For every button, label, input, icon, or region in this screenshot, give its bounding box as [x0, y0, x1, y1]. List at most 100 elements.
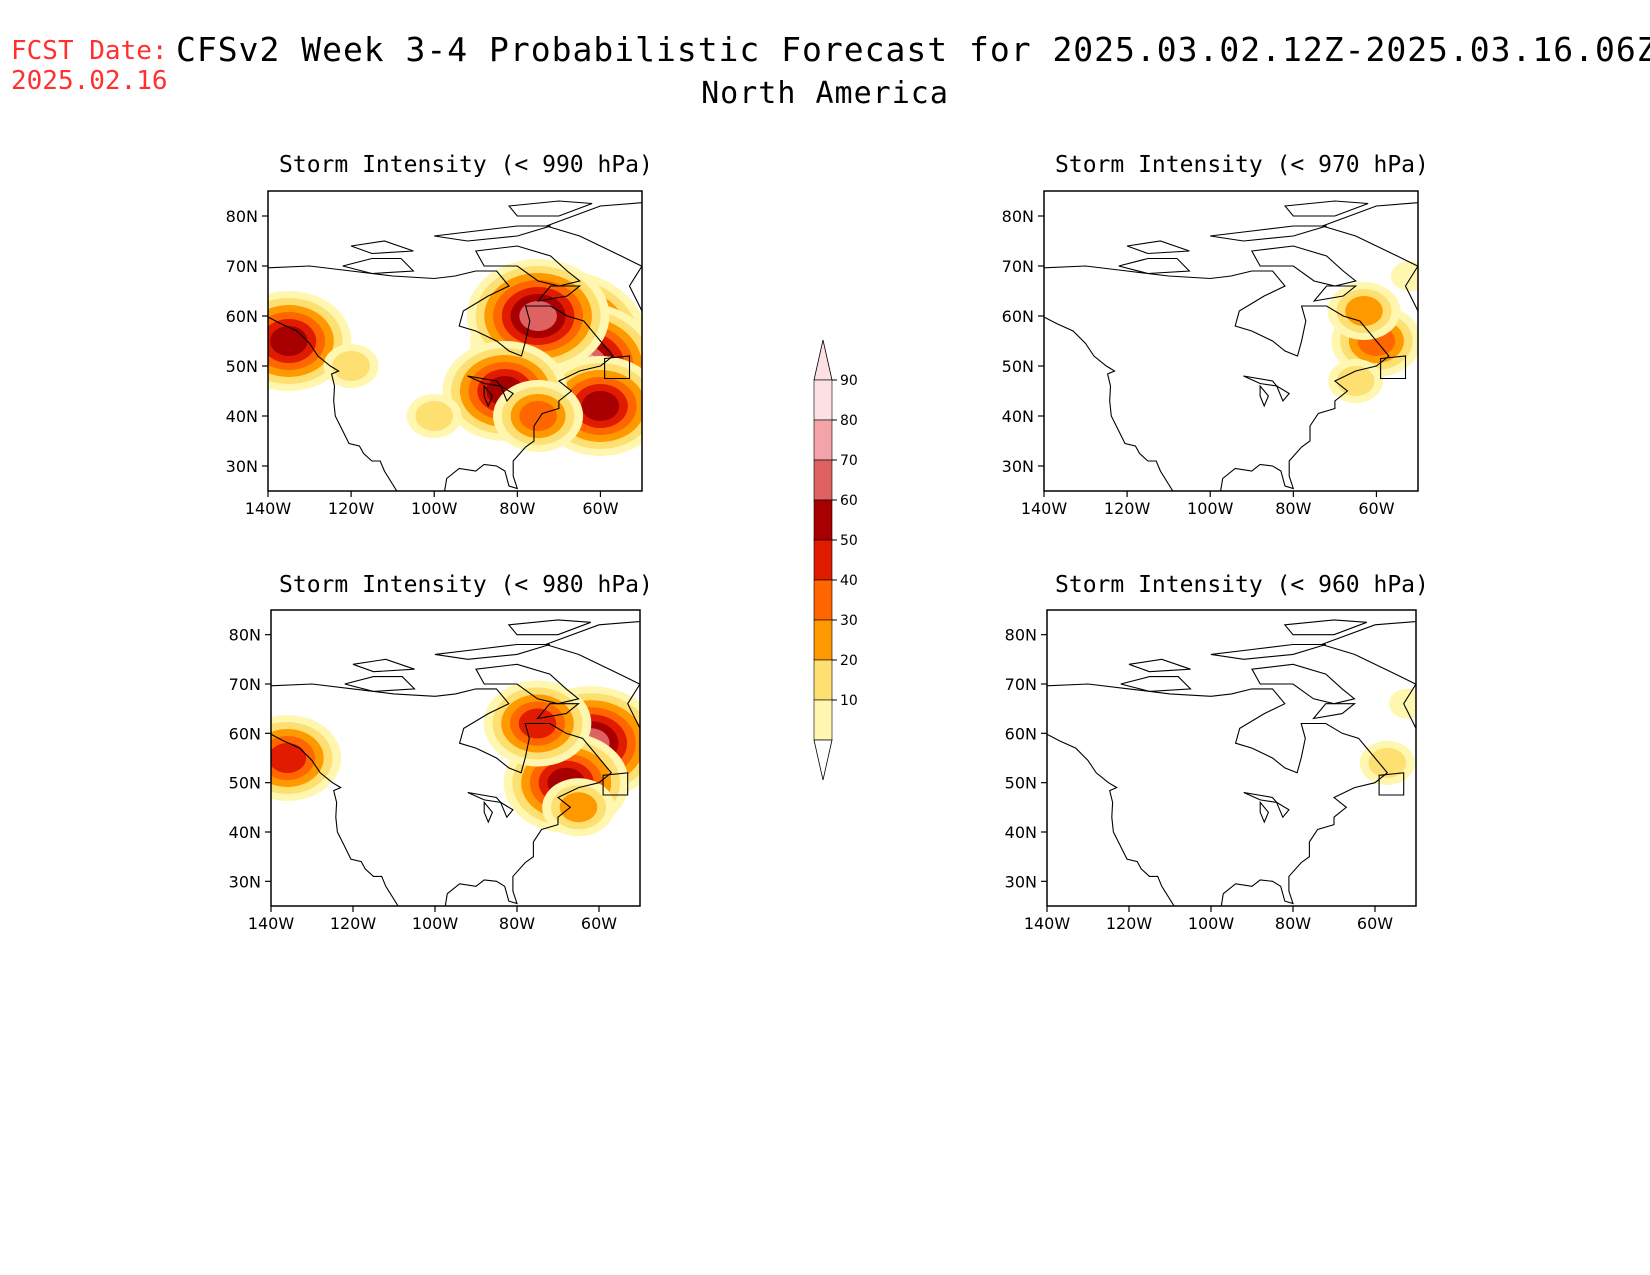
- map-frame-960: [1046, 609, 1417, 907]
- coastline-island-960-2: [1210, 643, 1326, 660]
- coastline-island-960-1: [1128, 658, 1191, 673]
- lon-label-990-0: 140W: [245, 499, 292, 518]
- lat-label-990-0: 80N: [226, 207, 258, 226]
- coastline-lake-970-2: [1275, 384, 1291, 403]
- lon-label-980-3: 80W: [499, 914, 535, 933]
- coastline-island-970-5: [1312, 285, 1358, 302]
- colorbar-swatch-5: [813, 579, 833, 621]
- coastline-island-980-1: [352, 658, 415, 673]
- coastline-mainland-990: [268, 265, 614, 491]
- coastline-island-970-6: [1380, 355, 1407, 380]
- coastline-island-970-1: [1126, 240, 1190, 255]
- coastline-island-990-6: [604, 355, 631, 380]
- colorbar-swatch-1: [813, 419, 833, 461]
- coastline-lake-980-1: [483, 800, 494, 824]
- lat-label-980-2: 60N: [229, 724, 261, 743]
- prob-contour-970-3-10: [1390, 261, 1418, 291]
- coastline-island-990-5: [536, 285, 582, 302]
- colorbar-label-1: 80: [840, 413, 858, 429]
- coastline-lake-960-0: [1243, 791, 1278, 804]
- colorbar-swatch-3: [813, 499, 833, 541]
- prob-contour-990-3-60: [581, 391, 620, 421]
- lat-label-980-3: 50N: [229, 774, 261, 793]
- prob-contour-990-6-40: [519, 401, 557, 431]
- colorbar-label-8: 10: [840, 693, 858, 709]
- coastline-island-980-3: [475, 663, 580, 705]
- lon-label-990-4: 60W: [582, 499, 618, 518]
- fcst-date-value: 2025.02.16: [11, 66, 168, 96]
- coastline-lake-980-2: [499, 801, 514, 819]
- coastline-island-960-5: [1312, 703, 1357, 720]
- coastline-greenland-970: [1320, 202, 1418, 312]
- coastline-island-980-0: [344, 676, 416, 692]
- colorbar-label-6: 30: [840, 613, 858, 629]
- coastline-greenland-990: [544, 202, 642, 312]
- lat-label-980-5: 30N: [229, 872, 261, 891]
- lat-label-990-1: 70N: [226, 257, 258, 276]
- prob-contour-960-0-20: [1368, 747, 1407, 778]
- colorbar-swatch-2: [813, 459, 833, 501]
- lat-label-990-4: 40N: [226, 407, 258, 426]
- colorbar-label-3: 60: [840, 493, 858, 509]
- lon-label-960-2: 100W: [1188, 914, 1235, 933]
- coastline-mainland-970: [1044, 265, 1390, 491]
- prob-contour-960-1-10: [1389, 688, 1416, 719]
- lat-label-980-0: 80N: [229, 626, 261, 645]
- lat-label-970-2: 60N: [1002, 307, 1034, 326]
- coastline-island-990-2: [434, 225, 551, 242]
- lon-label-980-0: 140W: [248, 914, 295, 933]
- coastline-island-980-5: [536, 703, 581, 720]
- lon-label-970-4: 60W: [1358, 499, 1394, 518]
- coastline-lake-990-2: [499, 384, 515, 403]
- coastline-980: [271, 619, 640, 906]
- colorbar-swatch-6: [813, 619, 833, 661]
- coastline-lake-960-2: [1275, 801, 1290, 819]
- lat-label-990-5: 30N: [226, 457, 258, 476]
- prob-contour-980-3-50: [271, 743, 307, 773]
- lat-label-970-3: 50N: [1002, 357, 1034, 376]
- prob-contour-990-7-20: [415, 401, 454, 431]
- lat-label-970-5: 30N: [1002, 457, 1034, 476]
- colorbar-top-cap: [813, 339, 833, 381]
- lat-label-990-2: 60N: [226, 307, 258, 326]
- map-frame-980: [270, 609, 641, 907]
- lon-label-970-0: 140W: [1021, 499, 1068, 518]
- colorbar-swatch-0: [813, 379, 833, 421]
- lon-label-960-1: 120W: [1106, 914, 1153, 933]
- coastline-lake-980-0: [467, 791, 502, 804]
- coastline-island-960-4: [1283, 619, 1367, 636]
- coastline-island-990-3: [474, 245, 581, 287]
- lon-label-990-1: 120W: [328, 499, 375, 518]
- lat-label-970-1: 70N: [1002, 257, 1034, 276]
- coastline-island-980-6: [602, 772, 629, 796]
- colorbar-swatch-7: [813, 659, 833, 701]
- panel-title-980: Storm Intensity (< 980 hPa): [279, 572, 653, 598]
- coastline-island-980-2: [434, 643, 550, 660]
- colorbar-swatch-4: [813, 539, 833, 581]
- panel-title-970: Storm Intensity (< 970 hPa): [1055, 152, 1429, 178]
- lat-label-960-5: 30N: [1005, 872, 1037, 891]
- coastline-mainland-960: [1047, 683, 1389, 906]
- coastline-island-970-3: [1250, 245, 1357, 287]
- lat-label-960-4: 40N: [1005, 823, 1037, 842]
- lon-label-960-0: 140W: [1024, 914, 1071, 933]
- coastline-island-960-0: [1120, 676, 1192, 692]
- prob-contour-990-5-60: [270, 326, 308, 356]
- lat-label-980-4: 40N: [229, 823, 261, 842]
- prob-contour-970-1-30: [1345, 296, 1383, 326]
- map-frame-990: [267, 190, 643, 492]
- lon-label-980-4: 60W: [581, 914, 617, 933]
- prob-field-990: [268, 259, 642, 456]
- colorbar-label-4: 50: [840, 533, 858, 549]
- coastline-island-990-4: [507, 200, 593, 217]
- sub-title: North America: [701, 76, 949, 111]
- colorbar-swatch-8: [813, 699, 833, 741]
- coastline-island-990-0: [342, 257, 415, 275]
- prob-contour-980-4-30: [559, 792, 598, 823]
- lon-label-960-3: 80W: [1275, 914, 1311, 933]
- map-frame-970: [1043, 190, 1419, 492]
- panel-title-960: Storm Intensity (< 960 hPa): [1055, 572, 1429, 598]
- coastline-island-990-1: [350, 240, 414, 255]
- lat-label-960-0: 80N: [1005, 626, 1037, 645]
